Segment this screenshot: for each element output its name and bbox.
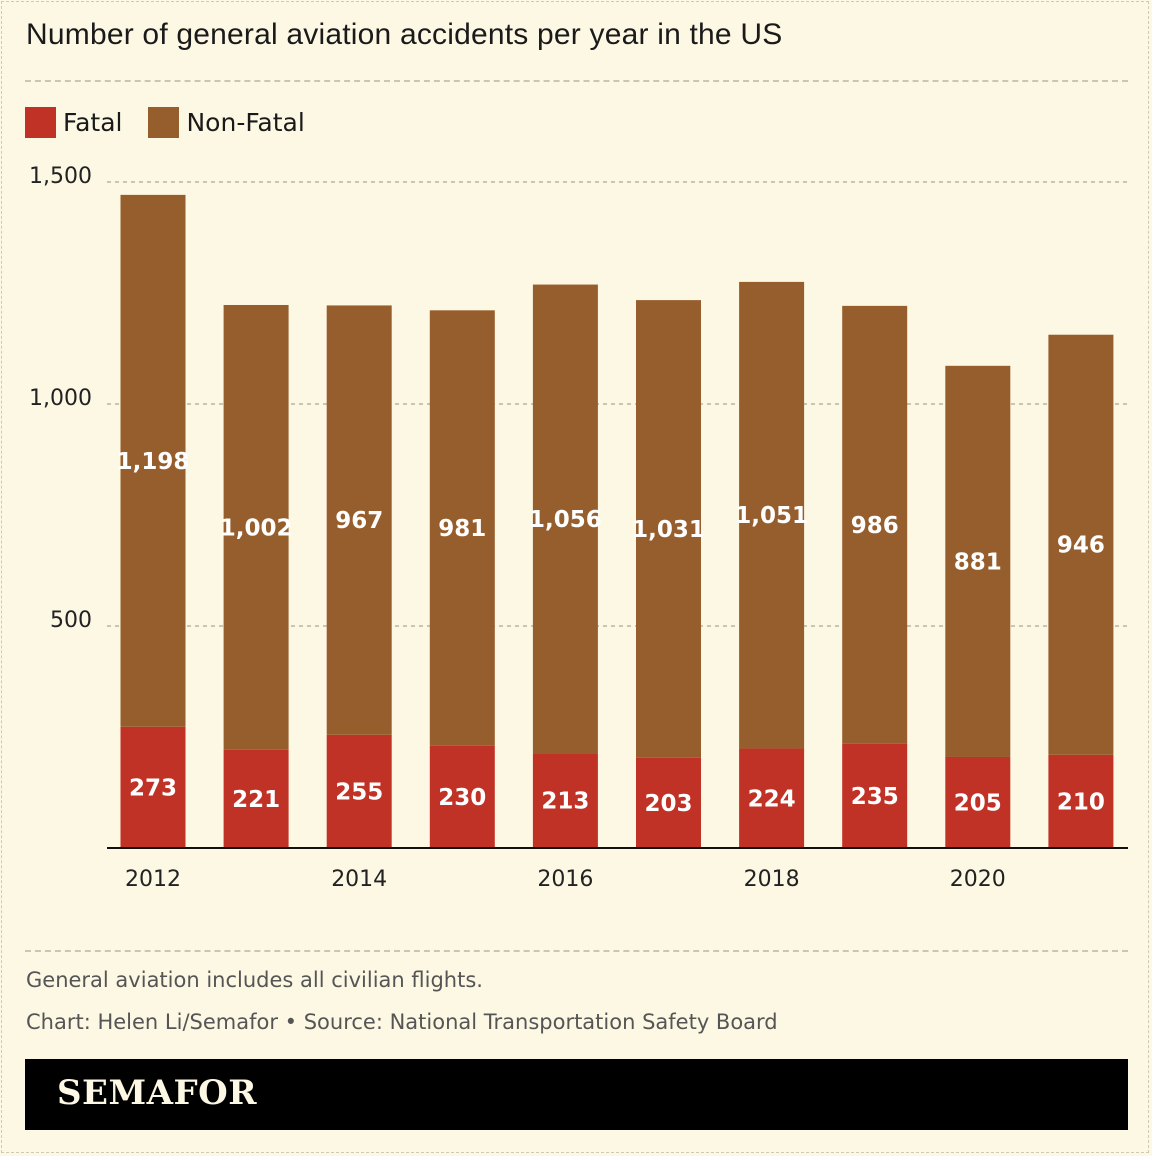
- bar-non-fatal-2017: [636, 300, 701, 758]
- data-label-fatal-2013: 221: [232, 787, 280, 813]
- data-label-non-fatal-2021: 946: [1057, 533, 1105, 559]
- legend-label-non-fatal: Non-Fatal: [186, 108, 305, 137]
- data-label-non-fatal-2020: 881: [954, 549, 1002, 575]
- bar-non-fatal-2018: [739, 281, 805, 749]
- bar-non-fatal-2016: [532, 284, 598, 754]
- bar-non-fatal-2021: [1048, 334, 1114, 755]
- data-label-fatal-2017: 203: [644, 791, 692, 817]
- data-label-fatal-2012: 273: [129, 775, 177, 801]
- footer-divider: [25, 950, 1128, 952]
- bar-fatal-2020: [945, 756, 1011, 848]
- data-label-fatal-2015: 230: [438, 785, 486, 811]
- data-label-non-fatal-2015: 981: [438, 516, 486, 542]
- data-label-non-fatal-2013: 1,002: [220, 515, 293, 541]
- data-label-fatal-2019: 235: [851, 784, 899, 810]
- y-tick-label-1000: 1,000: [29, 386, 92, 411]
- bar-non-fatal-2012: [120, 194, 186, 727]
- legend-swatch-non-fatal: [148, 107, 180, 138]
- bar-non-fatal-2013: [223, 304, 289, 750]
- data-label-non-fatal-2018: 1,051: [735, 503, 808, 529]
- data-label-non-fatal-2019: 986: [851, 513, 899, 539]
- chart-title: Number of general aviation accidents per…: [26, 18, 783, 51]
- bar-chart: 500 1,000 1,500 273 1,198 221 1,002 255 967 230 98…: [29, 164, 1128, 892]
- x-tick-label-2014: 2014: [331, 867, 387, 892]
- bar-fatal-2016: [532, 753, 598, 848]
- title-divider: [25, 80, 1128, 82]
- chart-credit: Chart: Helen Li/Semafor • Source: Nation…: [26, 1010, 778, 1034]
- x-tick-label-2018: 2018: [744, 867, 800, 892]
- data-label-fatal-2014: 255: [335, 779, 383, 805]
- data-label-fatal-2021: 210: [1057, 789, 1105, 815]
- y-tick-label-1500: 1,500: [29, 164, 92, 189]
- data-label-non-fatal-2012: 1,198: [117, 449, 190, 475]
- y-tick-label-500: 500: [50, 608, 92, 633]
- data-label-fatal-2018: 224: [748, 786, 796, 812]
- x-tick-label-2020: 2020: [950, 867, 1006, 892]
- bar-non-fatal-2014: [326, 305, 392, 735]
- bar-fatal-2018: [739, 748, 805, 848]
- legend: Fatal Non-Fatal: [25, 107, 331, 138]
- bar-fatal-2017: [636, 757, 701, 848]
- brand-bar: SEMAFOR: [25, 1059, 1128, 1130]
- data-label-non-fatal-2017: 1,031: [632, 517, 705, 543]
- bar-fatal-2013: [223, 749, 289, 848]
- bar-fatal-2014: [326, 734, 392, 848]
- legend-swatch-fatal: [25, 107, 56, 138]
- x-tick-label-2016: 2016: [537, 867, 593, 892]
- legend-item-non-fatal: Non-Fatal: [148, 107, 305, 138]
- data-label-non-fatal-2016: 1,056: [529, 507, 602, 533]
- chart-note: General aviation includes all civilian f…: [26, 968, 483, 992]
- bar-fatal-2021: [1048, 754, 1114, 848]
- bar-non-fatal-2015: [429, 310, 495, 746]
- bar-non-fatal-2020: [945, 365, 1011, 757]
- bar-non-fatal-2019: [842, 305, 908, 744]
- data-label-non-fatal-2014: 967: [335, 508, 383, 534]
- bar-fatal-2012: [120, 726, 186, 848]
- data-label-fatal-2016: 213: [541, 789, 589, 815]
- brand-logo: SEMAFOR: [57, 1073, 257, 1113]
- legend-label-fatal: Fatal: [63, 108, 123, 137]
- bar-fatal-2015: [429, 745, 495, 848]
- bar-fatal-2019: [842, 743, 908, 848]
- data-label-fatal-2020: 205: [954, 790, 1002, 816]
- x-tick-label-2012: 2012: [125, 867, 181, 892]
- legend-item-fatal: Fatal: [25, 107, 122, 138]
